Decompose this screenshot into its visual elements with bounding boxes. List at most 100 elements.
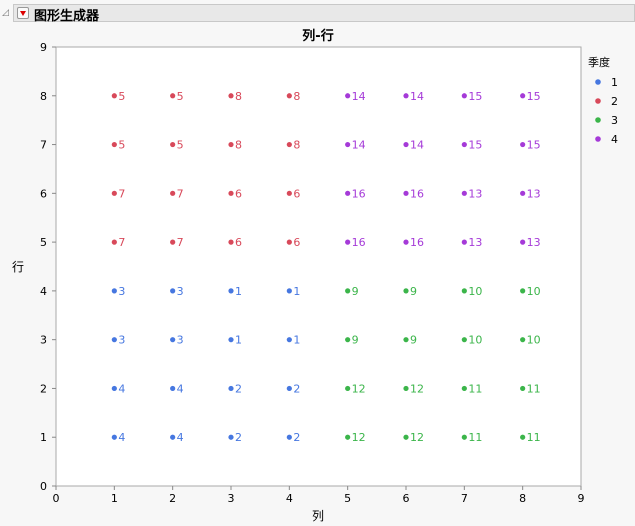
data-point[interactable] [345,239,351,245]
chart-title: 列-行 [302,28,333,44]
point-label: 2 [293,431,300,444]
data-point[interactable] [228,239,234,245]
point-label: 12 [410,382,424,395]
data-point[interactable] [345,385,351,392]
y-tick-label: 2 [40,382,47,395]
data-point[interactable] [520,239,526,245]
data-point[interactable] [286,434,292,440]
data-point[interactable] [111,434,117,440]
data-point[interactable] [461,190,467,196]
data-point[interactable] [345,288,351,294]
data-point[interactable] [286,93,292,99]
data-point[interactable] [170,385,176,392]
data-point[interactable] [461,239,467,245]
data-point[interactable] [345,93,351,99]
data-point[interactable] [520,434,526,440]
data-point[interactable] [170,434,176,440]
y-tick-label: 0 [40,480,47,493]
legend-marker [595,117,601,123]
data-point[interactable] [403,93,409,99]
data-point[interactable] [345,141,351,148]
point-label: 13 [527,187,541,200]
point-label: 5 [177,139,184,152]
data-point[interactable] [170,288,176,294]
data-point[interactable] [403,141,409,148]
data-point[interactable] [345,337,351,343]
data-point[interactable] [403,239,409,245]
legend-entry[interactable]: 2 [611,95,618,108]
y-tick-label: 6 [40,187,47,200]
data-point[interactable] [520,93,526,99]
data-point[interactable] [520,141,526,148]
y-tick-label: 4 [40,285,47,298]
data-point[interactable] [170,93,176,99]
x-tick-label: 5 [344,492,351,505]
data-point[interactable] [228,190,234,196]
data-point[interactable] [403,337,409,343]
data-point[interactable] [286,190,292,196]
disclosure-icon[interactable]: ◿ [2,8,9,18]
point-label: 4 [177,382,184,395]
data-point[interactable] [461,337,467,343]
data-point[interactable] [170,141,176,148]
legend-entry[interactable]: 4 [611,133,618,146]
data-point[interactable] [461,434,467,440]
point-label: 3 [118,285,125,298]
data-point[interactable] [170,337,176,343]
data-point[interactable] [228,288,234,294]
data-point[interactable] [170,239,176,245]
point-label: 14 [410,139,424,152]
data-point[interactable] [228,385,234,392]
data-point[interactable] [111,385,117,392]
data-point[interactable] [461,141,467,148]
data-point[interactable] [461,385,467,392]
data-point[interactable] [520,337,526,343]
data-point[interactable] [111,190,117,196]
legend-entry[interactable]: 1 [611,76,618,89]
data-point[interactable] [111,239,117,245]
data-point[interactable] [345,434,351,440]
data-point[interactable] [286,141,292,148]
point-label: 13 [468,236,482,249]
data-point[interactable] [111,141,117,148]
data-point[interactable] [345,190,351,196]
data-point[interactable] [520,385,526,392]
point-label: 15 [527,90,541,103]
data-point[interactable] [170,190,176,196]
point-label: 8 [235,90,242,103]
point-label: 15 [468,139,482,152]
data-point[interactable] [228,337,234,343]
legend: 季度 1 2 3 4 [588,55,618,146]
data-point[interactable] [286,337,292,343]
red-triangle-menu-button[interactable] [17,7,29,19]
x-tick-label: 1 [111,492,118,505]
data-point[interactable] [228,434,234,440]
data-point[interactable] [228,141,234,148]
graph-builder-header: 图形生成器 [13,4,635,24]
legend-entry[interactable]: 3 [611,114,618,127]
point-label: 16 [410,187,424,200]
data-point[interactable] [286,239,292,245]
data-point[interactable] [111,93,117,99]
legend-title: 季度 [588,55,610,69]
plot-area [55,46,582,487]
data-point[interactable] [286,288,292,294]
point-label: 7 [177,236,184,249]
data-point[interactable] [111,337,117,343]
data-point[interactable] [111,288,117,294]
point-label: 1 [235,334,242,347]
y-tick-label: 8 [40,90,47,103]
point-label: 9 [410,285,417,298]
data-point[interactable] [403,434,409,440]
data-point[interactable] [403,190,409,196]
data-point[interactable] [403,288,409,294]
point-label: 2 [235,431,242,444]
data-point[interactable] [520,190,526,196]
data-point[interactable] [228,93,234,99]
data-point[interactable] [286,385,292,392]
data-point[interactable] [403,385,409,392]
data-point[interactable] [520,288,526,294]
data-point[interactable] [461,288,467,294]
data-point[interactable] [461,93,467,99]
